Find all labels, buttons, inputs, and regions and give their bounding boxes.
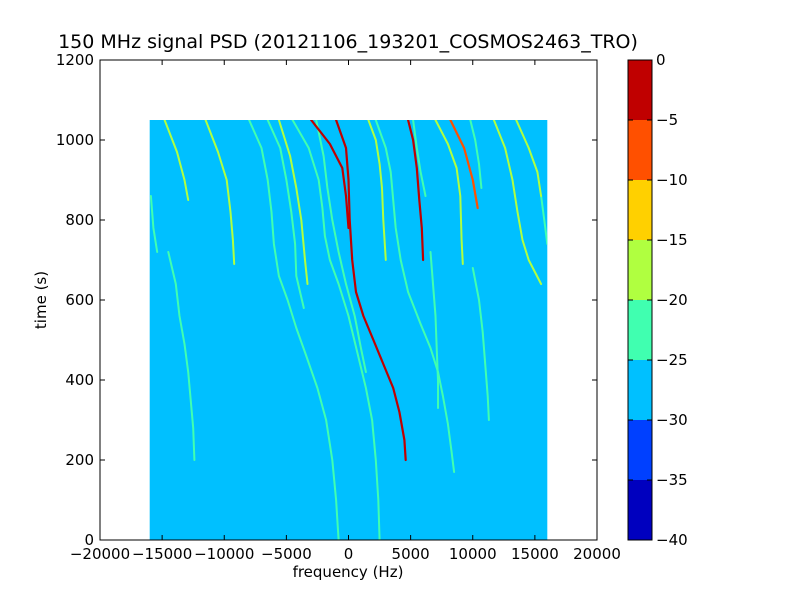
signal-track xyxy=(266,120,305,309)
x-tick-label: 15000 xyxy=(511,545,559,563)
y-tick-label: 1200 xyxy=(56,51,94,69)
y-tick-label: 200 xyxy=(65,451,94,469)
colorbar-tick-label: 0 xyxy=(656,51,666,69)
signal-track xyxy=(429,251,439,409)
signal-track xyxy=(291,120,381,540)
signal-track xyxy=(449,120,479,210)
x-tick-label: 5000 xyxy=(392,545,430,563)
colorbar-band xyxy=(628,180,652,240)
y-tick-label: 400 xyxy=(65,371,94,389)
y-axis-label: time (s) xyxy=(32,271,50,329)
x-tick-label: 0 xyxy=(344,545,354,563)
y-tick-label: 0 xyxy=(84,531,94,549)
signal-track xyxy=(277,120,309,285)
signal-track xyxy=(167,251,196,461)
signal-track xyxy=(149,195,159,253)
x-tick-label: −10000 xyxy=(194,545,254,563)
colorbar-tick-label: −30 xyxy=(656,411,688,429)
colorbar-band xyxy=(628,480,652,540)
x-tick-label: −20000 xyxy=(70,545,130,563)
signal-track xyxy=(315,120,367,373)
signal-track xyxy=(335,120,407,462)
signal-track xyxy=(515,120,543,197)
signal-tracks xyxy=(149,120,548,540)
colorbar-tick-label: −20 xyxy=(656,291,688,309)
y-tick-label: 1000 xyxy=(56,131,94,149)
x-tick-label: −15000 xyxy=(132,545,192,563)
signal-track xyxy=(248,120,340,540)
signal-track xyxy=(492,120,543,285)
colorbar-band xyxy=(628,240,652,300)
colorbar-band xyxy=(628,120,652,180)
chart-title: 150 MHz signal PSD (20121106_193201_COSM… xyxy=(58,31,638,53)
signal-track xyxy=(434,120,464,265)
colorbar-band xyxy=(628,420,652,480)
signal-track xyxy=(471,267,490,421)
colorbar-tick-label: −25 xyxy=(656,351,688,369)
signal-track xyxy=(540,195,548,245)
colorbar-tick-label: −5 xyxy=(656,111,678,129)
signal-track xyxy=(374,120,456,473)
signal-track xyxy=(310,120,350,230)
signal-track xyxy=(407,120,425,262)
signal-track xyxy=(367,120,387,261)
colorbar-tick-label: −10 xyxy=(656,171,688,189)
y-tick-label: 600 xyxy=(65,291,94,309)
colorbar: −40 −35 −30 −25 −20 −15 −10 −5 0 xyxy=(627,51,688,549)
signal-track xyxy=(204,120,236,265)
colorbar-tick-label: −35 xyxy=(656,471,688,489)
signal-track xyxy=(163,120,190,201)
x-tick-label: 20000 xyxy=(573,545,621,563)
colorbar-band xyxy=(628,300,652,360)
x-axis-label: frequency (Hz) xyxy=(293,563,404,581)
signal-track xyxy=(412,120,427,197)
colorbar-band xyxy=(628,60,652,120)
signal-track xyxy=(469,120,483,189)
plot-area: −20000 −15000 −10000 −5000 0 5000 10000 15000 20… xyxy=(56,51,621,563)
colorbar-band xyxy=(628,360,652,420)
colorbar-tick-label: −40 xyxy=(656,531,688,549)
x-tick-label: −5000 xyxy=(261,545,312,563)
colorbar-tick-label: −15 xyxy=(656,231,688,249)
y-tick-label: 800 xyxy=(65,211,94,229)
x-tick-label: 10000 xyxy=(449,545,497,563)
